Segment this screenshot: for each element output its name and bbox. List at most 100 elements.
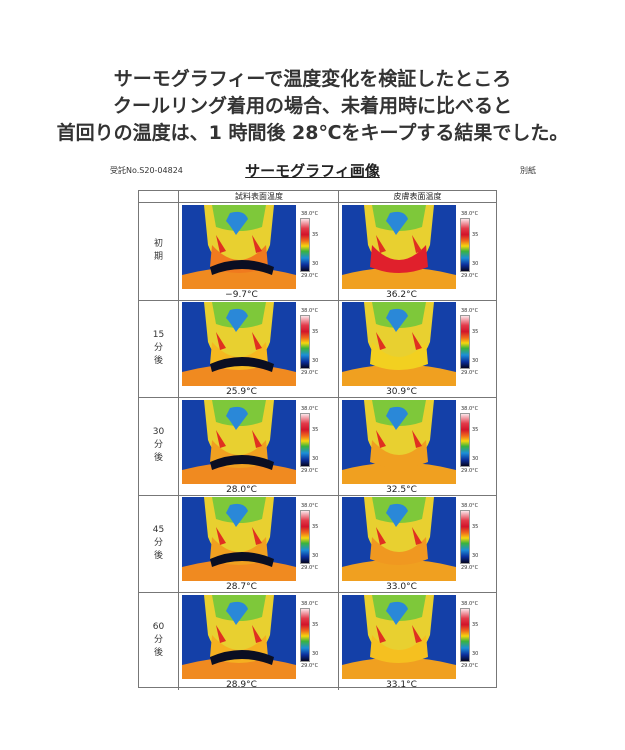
colorbar (300, 315, 310, 370)
thermal-cell-sample: 38.0°C 35 30 29.0°C 25.9°C (179, 299, 339, 398)
row-label-text: 後 (153, 648, 163, 659)
row-label-text: 後 (153, 453, 163, 464)
row-label-text: 15 (152, 329, 165, 340)
row-label: 30 分後 (139, 396, 179, 495)
thermal-cell-sample: 38.0°C 35 30 29.0°C 28.0°C (179, 396, 339, 495)
thermal-cell-sample: 38.0°C 35 30 29.0°C −9.7°C (179, 202, 339, 300)
temperature-value: −9.7°C (225, 290, 258, 300)
table-row: 45 分後 38.0°C 35 30 29.0°C 28.7°C 38.0°C 35 30 29.0… (139, 494, 496, 594)
colorbar-max: 38.0°C (461, 503, 479, 510)
temperature-value: 33.0°C (386, 582, 417, 593)
row-label-text: 後 (153, 355, 163, 366)
temperature-value: 32.5°C (386, 484, 417, 495)
attachment-label: 別紙 (520, 166, 536, 175)
colorbar-max: 38.0°C (301, 308, 319, 315)
document-title: サーモグラフィ画像 (0, 160, 625, 181)
colorbar-max: 38.0°C (461, 308, 479, 315)
row-label: 15 分後 (139, 299, 179, 398)
colorbar-low: 30 (312, 358, 319, 365)
temperature-value: 28.9°C (226, 679, 257, 690)
colorbar-min: 29.0°C (301, 662, 319, 669)
thermal-cell-sample: 38.0°C 35 30 29.0°C 28.7°C (179, 494, 339, 593)
colorbar-mid: 35 (472, 426, 479, 433)
temperature-value: 25.9°C (226, 387, 257, 398)
colorbar (460, 218, 470, 272)
colorbar-max: 38.0°C (461, 211, 479, 217)
headline-line: 首回りの温度は、1 時間後 28℃をキープする結果でした。 (56, 122, 569, 144)
row-label: 45 分後 (139, 494, 179, 593)
row-label: 60 分後 (139, 591, 179, 690)
thermal-cell-skin: 38.0°C 35 30 29.0°C 30.9°C (339, 299, 496, 397)
row-label-text: 45 (152, 524, 165, 535)
table-row: 30 分後 38.0°C 35 30 29.0°C 28.0°C 38.0°C 35 30 29.0… (139, 396, 496, 496)
colorbar-max: 38.0°C (301, 600, 319, 607)
colorbar-min: 29.0°C (301, 565, 319, 572)
colorbar-min: 29.0°C (301, 273, 319, 279)
colorbar-max: 38.0°C (461, 405, 479, 412)
colorbar-mid: 35 (312, 329, 319, 336)
colorbar-min: 29.0°C (461, 662, 479, 669)
colorbar-mid: 35 (472, 621, 479, 628)
row-label: 初期 (139, 202, 179, 300)
colorbar-max: 38.0°C (301, 211, 319, 217)
colorbar-max: 38.0°C (301, 405, 319, 412)
colorbar-mid: 35 (472, 524, 479, 531)
thermal-image (342, 302, 456, 387)
temperature-value: 33.1°C (386, 679, 417, 690)
row-label-text: 分 (153, 440, 163, 451)
temperature-value: 28.0°C (226, 484, 257, 495)
colorbar (460, 315, 470, 370)
thermography-table: 試料表面温度 皮膚表面温度 初期 38.0°C 35 30 29.0°C −9.7°C 38… (138, 190, 497, 690)
reference-number: 受託No.S20-04824 (110, 166, 183, 175)
colorbar (300, 607, 310, 662)
colorbar (460, 510, 470, 565)
colorbar-min: 29.0°C (461, 565, 479, 572)
colorbar-mid: 35 (312, 426, 319, 433)
colorbar-mid: 35 (312, 621, 319, 628)
row-label-text: 後 (153, 550, 163, 561)
document-title-text: サーモグラフィ画像 (245, 162, 380, 180)
colorbar-mid: 35 (472, 232, 479, 238)
colorbar-min: 29.0°C (461, 273, 479, 279)
colorbar-low: 30 (312, 455, 319, 462)
colorbar-low: 30 (472, 553, 479, 560)
colorbar-low: 30 (312, 553, 319, 560)
thermal-image (182, 205, 296, 289)
colorbar-mid: 35 (312, 524, 319, 531)
row-label-text: 初 (153, 239, 163, 249)
temperature-value: 28.7°C (226, 582, 257, 593)
thermal-cell-skin: 38.0°C 35 30 29.0°C 36.2°C (339, 202, 496, 300)
colorbar (460, 607, 470, 662)
colorbar (300, 218, 310, 272)
thermal-cell-skin: 38.0°C 35 30 29.0°C 33.1°C (339, 592, 496, 690)
colorbar-min: 29.0°C (301, 370, 319, 377)
colorbar-low: 30 (312, 650, 319, 657)
row-label-text: 分 (153, 537, 163, 548)
thermal-image (342, 497, 456, 582)
colorbar-low: 30 (472, 261, 479, 267)
colorbar (300, 510, 310, 565)
thermal-cell-skin: 38.0°C 35 30 29.0°C 32.5°C (339, 397, 496, 495)
colorbar-mid: 35 (472, 329, 479, 336)
colorbar-low: 30 (312, 261, 319, 267)
table-row: 60 分後 38.0°C 35 30 29.0°C 28.9°C 38.0°C 35 30 29.0… (139, 591, 496, 690)
header-row (139, 191, 496, 203)
row-label-text: 30 (152, 427, 165, 438)
colorbar-max: 38.0°C (461, 600, 479, 607)
thermal-image (182, 399, 296, 484)
thermal-image (342, 205, 456, 289)
row-label-text: 分 (153, 342, 163, 353)
colorbar (460, 412, 470, 467)
temperature-value: 36.2°C (386, 290, 417, 300)
colorbar-min: 29.0°C (461, 370, 479, 377)
temperature-value: 30.9°C (386, 387, 417, 398)
thermal-image (182, 594, 296, 679)
colorbar-mid: 35 (312, 232, 319, 238)
row-label-text: 期 (153, 252, 163, 262)
row-label-text: 60 (152, 622, 165, 633)
column-header-skin: 皮膚表面温度 (393, 192, 442, 201)
headline: サーモグラフィーで温度変化を検証したところ クールリング着用の場合、未着用時に比… (0, 66, 625, 147)
thermal-cell-skin: 38.0°C 35 30 29.0°C 33.0°C (339, 494, 496, 592)
colorbar-low: 30 (472, 455, 479, 462)
thermal-image (342, 399, 456, 484)
